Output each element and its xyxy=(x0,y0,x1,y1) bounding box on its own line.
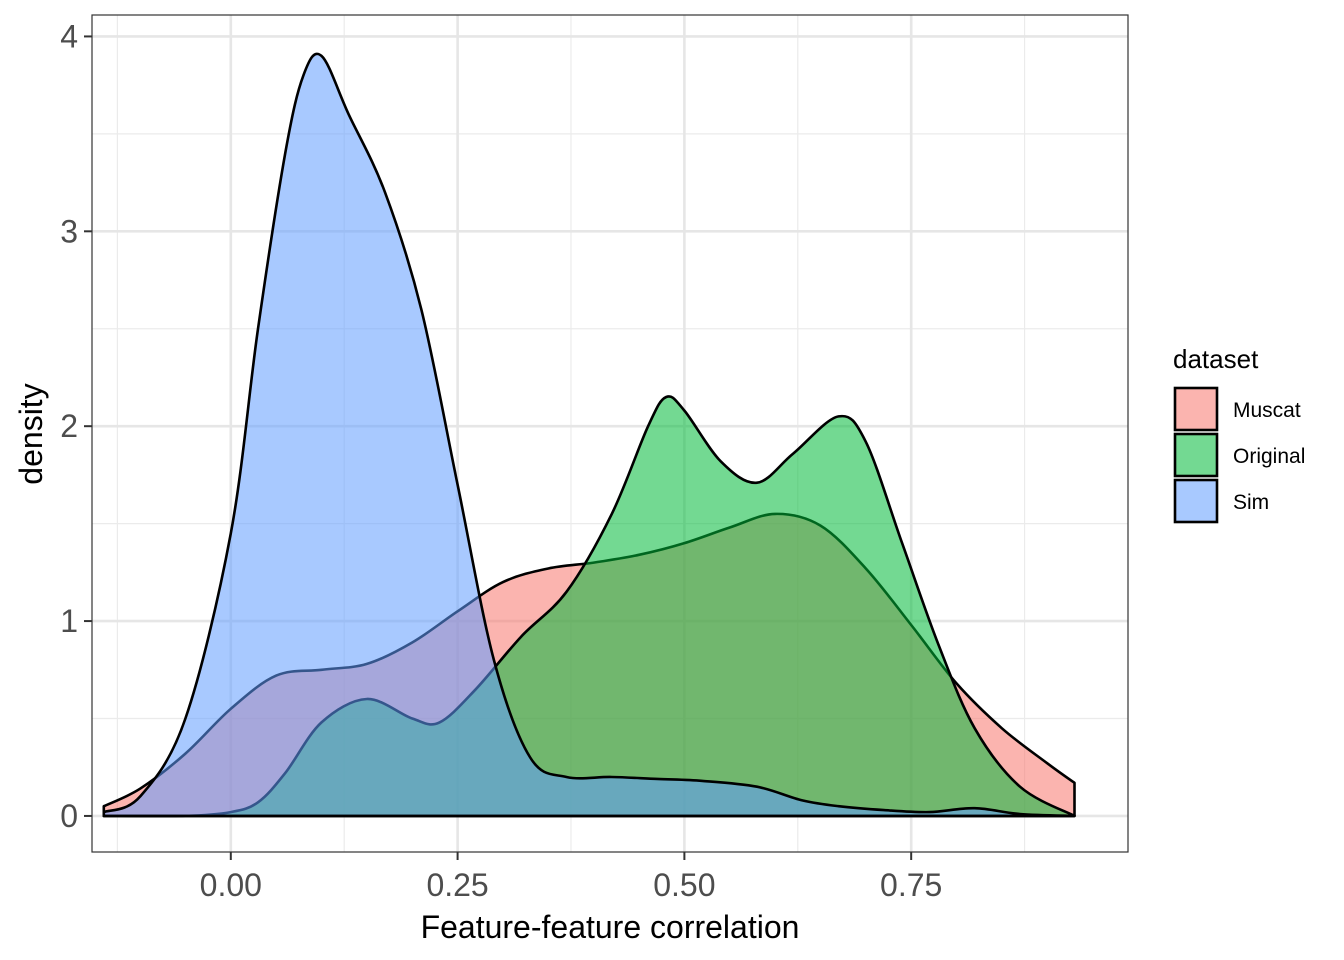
x-tick-label: 0.50 xyxy=(653,867,715,903)
x-tick-label: 0.25 xyxy=(426,867,488,903)
x-axis-title: Feature-feature correlation xyxy=(421,909,800,945)
legend-swatch-muscat xyxy=(1173,386,1219,432)
x-axis: 0.00 0.25 0.50 0.75 xyxy=(200,852,942,903)
legend-swatch-sim xyxy=(1173,478,1219,524)
y-tick-label: 1 xyxy=(60,603,78,639)
legend-label-sim: Sim xyxy=(1233,491,1269,514)
plot-panel-border xyxy=(91,14,1129,853)
density-area-sim xyxy=(102,52,1076,818)
y-tick-label: 2 xyxy=(60,408,78,444)
legend-label-original: Original xyxy=(1233,445,1305,468)
x-tick-label: 0.00 xyxy=(200,867,262,903)
y-tick-label: 0 xyxy=(60,798,78,834)
y-tick-label: 3 xyxy=(60,213,78,249)
legend-swatch-original xyxy=(1173,432,1219,478)
x-tick-label: 0.75 xyxy=(880,867,942,903)
y-axis: 0 1 2 3 4 xyxy=(60,18,92,834)
legend: dataset Muscat Original Sim xyxy=(1173,344,1305,524)
y-tick-label: 4 xyxy=(60,18,78,54)
y-axis-title: density xyxy=(13,383,49,484)
legend-label-muscat: Muscat xyxy=(1233,399,1301,422)
density-areas xyxy=(102,52,1076,818)
legend-title: dataset xyxy=(1173,344,1259,374)
